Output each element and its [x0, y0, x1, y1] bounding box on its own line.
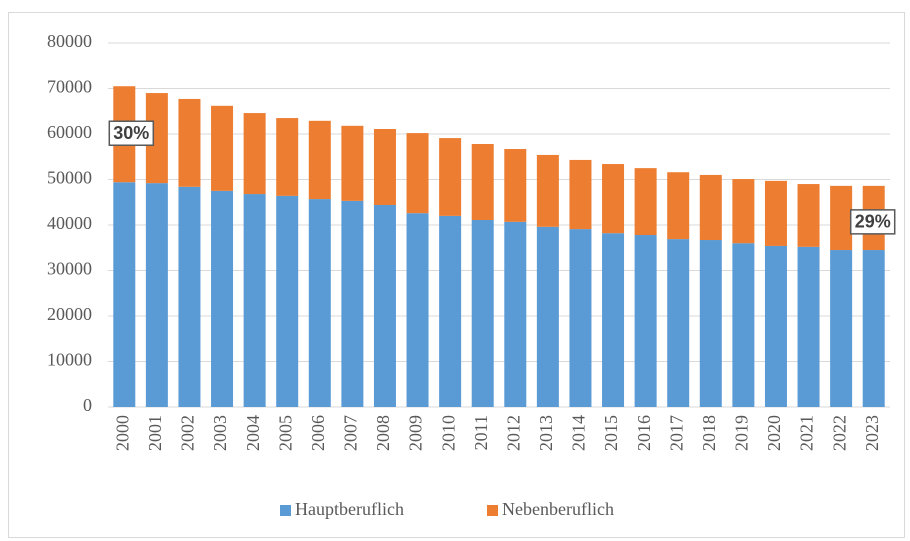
bar-segment — [439, 138, 462, 216]
annotation: 29% — [855, 212, 891, 232]
bar-segment — [504, 221, 527, 407]
x-tick-label: 2003 — [210, 415, 230, 451]
annotation-box — [108, 120, 155, 146]
bar-segment — [308, 120, 331, 200]
legend-label: Hauptberuflich — [295, 499, 404, 519]
x-tick-label: 2007 — [341, 415, 361, 451]
annotation-box — [849, 209, 896, 235]
bar-segment — [471, 144, 494, 220]
y-tick-label: 70000 — [47, 77, 92, 97]
bar-segment — [439, 215, 462, 407]
bar-segment — [732, 179, 755, 244]
x-tick-label: 2013 — [536, 415, 556, 451]
x-tick-label: 2021 — [797, 415, 817, 451]
legend-swatch — [280, 505, 291, 516]
x-tick-label: 2010 — [438, 415, 458, 451]
bar-segment — [145, 93, 168, 184]
bar-segment — [113, 182, 136, 407]
bar-segment — [602, 164, 625, 234]
y-tick-label: 20000 — [47, 304, 92, 324]
y-tick-label: 30000 — [47, 259, 92, 279]
bar-segment — [276, 118, 299, 196]
y-tick-label: 40000 — [47, 213, 92, 233]
bar-segment — [471, 219, 494, 407]
bar-segment — [536, 226, 559, 407]
bar-segment — [569, 229, 592, 407]
bar-segment — [536, 154, 559, 227]
y-tick-label: 0 — [83, 395, 92, 415]
x-tick-label: 2015 — [601, 415, 621, 451]
bar-segment — [764, 245, 787, 407]
bar-segment — [243, 113, 266, 195]
bar-segment — [699, 174, 722, 241]
bar-segment — [699, 240, 722, 407]
y-tick-label: 60000 — [47, 122, 92, 142]
x-tick-label: 2006 — [308, 415, 328, 451]
bar-segment — [830, 185, 853, 251]
bar-segment — [211, 190, 234, 407]
y-tick-label: 50000 — [47, 168, 92, 188]
x-tick-label: 2008 — [373, 415, 393, 451]
bar-segment — [634, 235, 657, 407]
annotation: 30% — [113, 123, 149, 143]
x-tick-label: 2012 — [503, 415, 523, 451]
bar-segment — [602, 233, 625, 407]
legend-swatch — [487, 505, 498, 516]
bar-segment — [569, 159, 592, 230]
bar-segment — [797, 184, 820, 247]
legend-label: Nebenberuflich — [502, 499, 614, 519]
x-tick-label: 2002 — [178, 415, 198, 451]
bar-segment — [797, 246, 820, 407]
bar-segment — [373, 204, 396, 407]
bar-segment — [764, 180, 787, 246]
x-tick-label: 2019 — [732, 415, 752, 451]
x-tick-label: 2017 — [666, 415, 686, 451]
x-tick-label: 2005 — [275, 415, 295, 451]
bar-segment — [373, 128, 396, 205]
bar-segment — [667, 239, 690, 407]
bar-segment — [145, 183, 168, 407]
x-tick-label: 2014 — [569, 415, 589, 451]
bar-segment — [178, 186, 201, 407]
bar-segment — [667, 172, 690, 240]
x-tick-label: 2022 — [829, 415, 849, 451]
x-tick-label: 2018 — [699, 415, 719, 451]
y-tick-label: 80000 — [47, 31, 92, 51]
bar-segment — [862, 250, 885, 407]
bar-segment — [634, 168, 657, 236]
bar-segment — [406, 133, 429, 214]
x-tick-label: 2020 — [764, 415, 784, 451]
bar-segment — [732, 243, 755, 407]
bar-segment — [504, 149, 527, 222]
bar-segment — [341, 125, 364, 201]
bar-segment — [308, 199, 331, 407]
bar-segment — [178, 98, 201, 187]
bar-segment — [406, 213, 429, 407]
chart-frame — [8, 12, 905, 538]
x-tick-label: 2016 — [634, 415, 654, 451]
x-tick-label: 2011 — [471, 415, 491, 450]
y-tick-label: 10000 — [47, 350, 92, 370]
x-tick-label: 2009 — [406, 415, 426, 451]
x-tick-label: 2000 — [112, 415, 132, 451]
bar-segment — [341, 200, 364, 407]
bar-segment — [243, 194, 266, 407]
x-tick-label: 2001 — [145, 415, 165, 451]
bar-segment — [830, 250, 853, 407]
x-tick-label: 2023 — [862, 415, 882, 451]
bar-segment — [276, 195, 299, 407]
x-tick-label: 2004 — [243, 415, 263, 451]
bar-segment — [211, 105, 234, 191]
